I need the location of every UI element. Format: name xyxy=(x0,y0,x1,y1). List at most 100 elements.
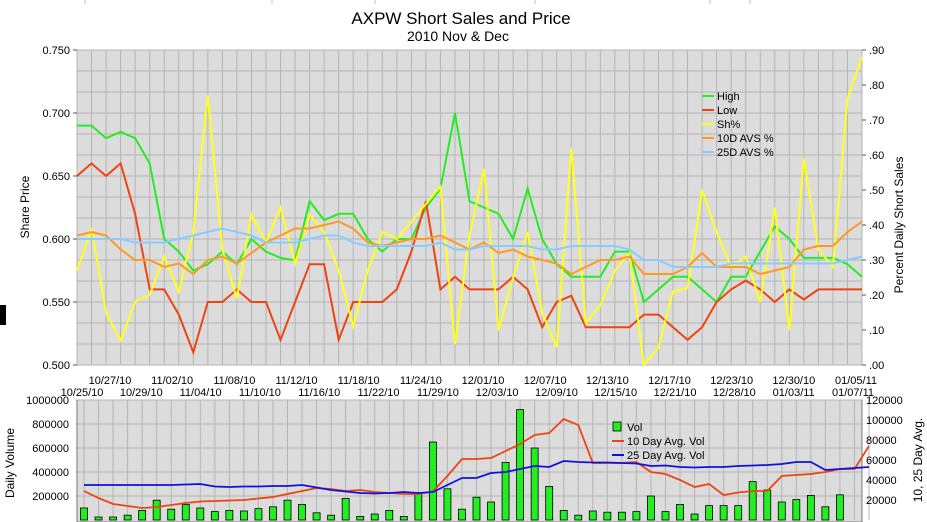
price-tick-label: 0.650 xyxy=(42,171,70,183)
date-tick-label: 12/01/10 xyxy=(462,375,505,387)
volume-avg-y2-ticks: 20000 40000 60000 80000 100000 120000 xyxy=(866,395,903,507)
volume-bar xyxy=(763,489,772,521)
volume-avg-tick-label: 100000 xyxy=(866,415,903,427)
short-pct-tick-label: .90 xyxy=(869,45,884,57)
date-tick-label: 10/27/10 xyxy=(89,375,132,387)
date-tick-label: 12/03/10 xyxy=(476,387,519,399)
volume-bar xyxy=(152,499,161,521)
spreadsheet-gridlines xyxy=(84,0,751,4)
legend-label: Sh% xyxy=(717,119,740,131)
volume-bar xyxy=(341,497,350,521)
price-y-axis-label: Share Price xyxy=(18,175,32,238)
volume-bar xyxy=(385,509,394,521)
volume-bar xyxy=(501,461,510,521)
volume-bar xyxy=(545,485,554,521)
volume-chart-legend: Vol 10 Day Avg. Vol 25 Day Avg. Vol xyxy=(612,421,704,462)
volume-tick-label: 600000 xyxy=(32,443,69,455)
volume-bar xyxy=(94,516,103,521)
legend-label: Vol xyxy=(627,422,642,434)
volume-bar xyxy=(269,506,277,521)
date-tick-label: 12/28/10 xyxy=(713,387,756,399)
volume-avg-lines xyxy=(83,417,870,509)
chart-title: AXPW Short Sales and Price xyxy=(351,9,570,28)
volume-tick-label: 1000000 xyxy=(26,395,69,407)
volume-avg-tick-label: 20000 xyxy=(866,495,897,507)
volume-bar xyxy=(777,501,786,521)
volume-plot-area xyxy=(76,399,863,522)
price-tick-label: 0.500 xyxy=(42,360,70,372)
volume-bar xyxy=(617,511,626,521)
date-tick-label: 11/08/10 xyxy=(213,375,255,387)
cell-cursor-marker xyxy=(0,305,6,325)
volume-bar xyxy=(399,516,408,521)
date-tick-label: 10/25/10 xyxy=(61,387,104,399)
date-tick-label: 11/12/10 xyxy=(275,375,317,387)
date-tick-label: 10/29/10 xyxy=(120,387,163,399)
volume-bar xyxy=(443,488,452,521)
price-tick-label: 0.750 xyxy=(42,45,70,57)
date-x-ticks: 10/27/10 11/02/10 11/08/10 11/12/10 11/18/10… xyxy=(61,375,877,399)
legend-label: 10 Day Avg. Vol xyxy=(627,436,704,448)
volume-bar xyxy=(298,503,306,521)
series-line-high xyxy=(77,112,863,304)
date-tick-label: 11/24/10 xyxy=(400,375,442,387)
volume-bars xyxy=(80,409,844,521)
volume-bar xyxy=(123,514,132,521)
date-tick-label: 01/05/11 xyxy=(835,375,877,387)
volume-bar xyxy=(690,513,699,521)
price-tick-label: 0.550 xyxy=(42,297,70,309)
date-tick-label: 01/03/11 xyxy=(773,387,815,399)
volume-bar xyxy=(821,506,830,521)
volume-bar xyxy=(603,511,612,521)
legend-label: 25D AVS % xyxy=(717,147,774,159)
legend-label: 25 Day Avg. Vol xyxy=(627,450,704,462)
short-pct-tick-label: .80 xyxy=(869,80,884,92)
date-tick-label: 12/30/10 xyxy=(772,375,815,387)
volume-bar xyxy=(181,503,190,521)
short-pct-y2-axis-label: Percent Daily Short Sales xyxy=(892,157,906,294)
volume-bar xyxy=(836,494,844,521)
volume-avg-tick-label: 120000 xyxy=(866,395,903,407)
volume-bar xyxy=(487,501,495,521)
volume-avg-tick-label: 40000 xyxy=(866,475,897,487)
volume-bar xyxy=(428,441,437,521)
short-pct-tick-label: .70 xyxy=(869,115,884,127)
volume-avg-y2-axis-label: 10, 25 Day Avg. xyxy=(911,418,925,503)
date-tick-label: 12/07/10 xyxy=(524,375,567,387)
price-tick-label: 0.600 xyxy=(42,234,70,246)
price-tick-label: 0.700 xyxy=(42,108,70,120)
series-line-10-day-avg-vol xyxy=(83,417,870,509)
volume-bar xyxy=(748,481,757,521)
volume-bar xyxy=(109,516,117,521)
short-pct-tick-label: .10 xyxy=(869,325,884,337)
volume-bar xyxy=(530,447,539,521)
volume-bar xyxy=(370,513,379,521)
volume-bar xyxy=(356,516,365,521)
short-pct-tick-label: .00 xyxy=(869,360,884,372)
date-tick-label: 11/29/10 xyxy=(417,387,459,399)
volume-avg-tick-label: 60000 xyxy=(866,455,897,467)
volume-y-ticks: 200000 400000 600000 800000 1000000 xyxy=(26,395,69,503)
volume-bar xyxy=(559,509,568,521)
legend-label: 10D AVS % xyxy=(717,133,774,145)
volume-bar xyxy=(167,508,176,521)
volume-tick-label: 200000 xyxy=(32,491,69,503)
date-tick-label: 12/23/10 xyxy=(710,375,753,387)
volume-bar xyxy=(327,514,336,521)
legend-swatch xyxy=(612,421,622,432)
volume-bar xyxy=(734,505,743,521)
volume-bar xyxy=(647,495,655,521)
volume-bar xyxy=(254,508,263,521)
date-tick-label: 11/18/10 xyxy=(338,375,380,387)
short-pct-tick-label: .20 xyxy=(869,290,884,302)
volume-bar xyxy=(676,503,684,521)
date-tick-label: 12/17/10 xyxy=(648,375,691,387)
date-tick-label: 12/15/10 xyxy=(594,387,637,399)
volume-bar xyxy=(196,507,205,521)
date-tick-label: 11/22/10 xyxy=(358,387,400,399)
short-pct-tick-label: .60 xyxy=(869,150,884,162)
chart-subtitle: 2010 Nov & Dec xyxy=(407,28,509,44)
volume-bar xyxy=(80,507,88,521)
legend-label: High xyxy=(717,91,740,103)
